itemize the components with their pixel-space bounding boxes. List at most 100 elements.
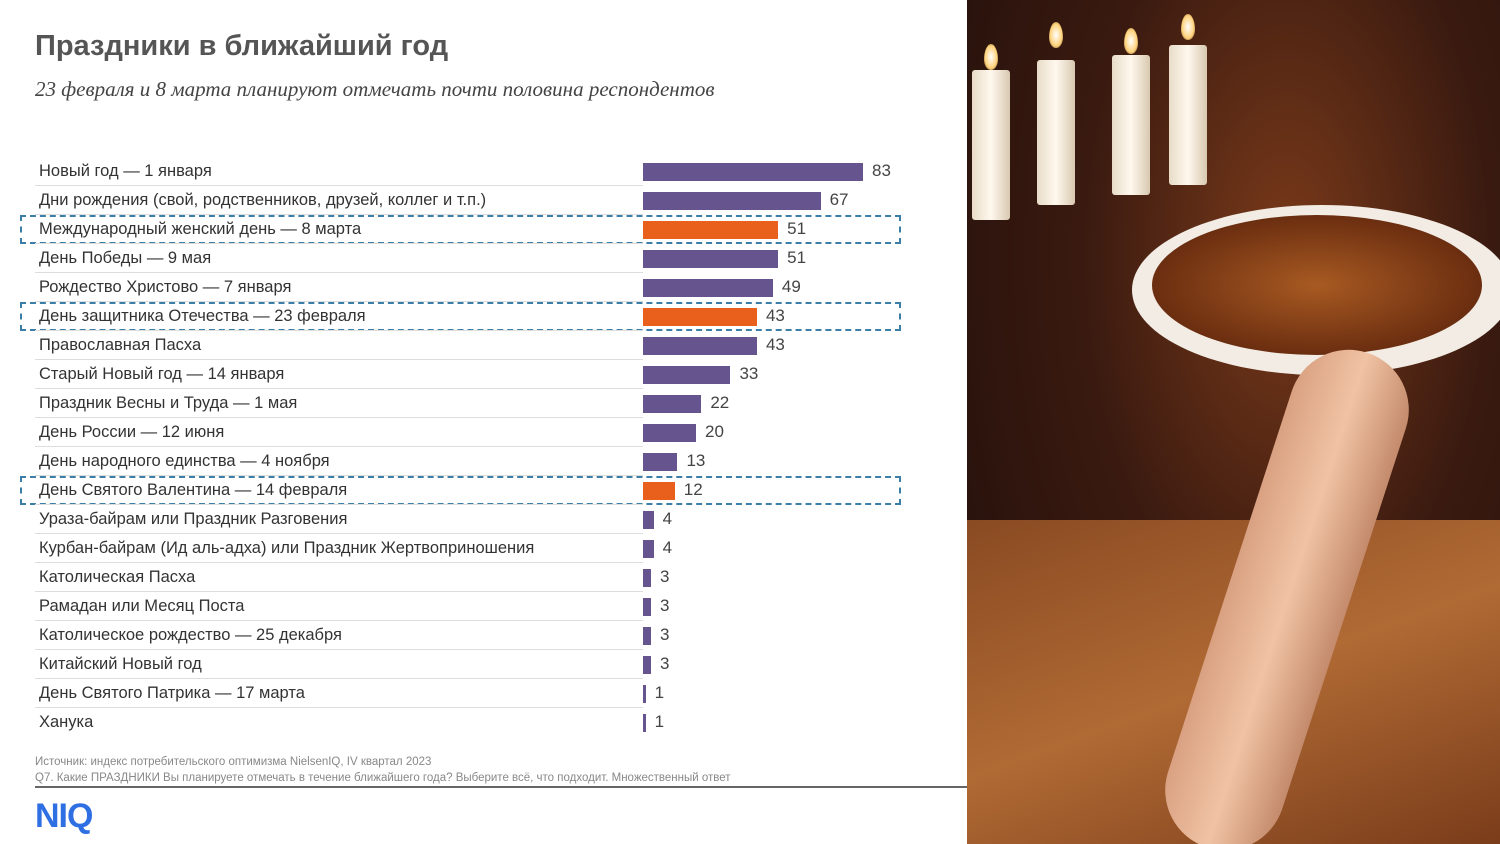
value-label: 4 (662, 538, 673, 557)
bar (643, 627, 651, 645)
row-divider (35, 678, 643, 679)
value-label: 3 (659, 596, 670, 615)
row-divider (35, 504, 643, 505)
row-divider (35, 301, 643, 302)
bar-row: Праздник Весны и Труда — 1 мая 22 (35, 389, 905, 418)
category-label: Католическое рождество — 25 декабря (39, 626, 342, 644)
bar-row: Ханука 1 (35, 708, 905, 737)
bar (643, 163, 863, 181)
bar-row: Китайский Новый год 3 (35, 650, 905, 679)
value-label: 1 (654, 683, 665, 702)
bar-row: День Победы — 9 мая 51 (35, 244, 905, 273)
flame (1181, 14, 1195, 40)
page-subtitle: 23 февраля и 8 марта планируют отмечать … (35, 77, 715, 101)
value-label: 51 (787, 219, 807, 238)
bar-row: День народного единства — 4 ноября 13 (35, 447, 905, 476)
category-label: Старый Новый год — 14 января (39, 365, 285, 383)
category-label: Рождество Христово — 7 января (39, 278, 292, 296)
bar (643, 250, 779, 268)
row-divider (35, 533, 643, 534)
bar-row: День Святого Патрика — 17 марта 1 (35, 679, 905, 708)
value-label: 33 (739, 364, 759, 383)
bar-row: День защитника Отечества — 23 февраля 43 (35, 302, 905, 331)
category-label: День защитника Отечества — 23 февраля (39, 307, 366, 325)
source-text: Источник: индекс потребительского оптими… (35, 756, 432, 768)
category-label: День народного единства — 4 ноября (39, 452, 330, 470)
row-divider (35, 272, 643, 273)
bar-row: Дни рождения (свой, родственников, друзе… (35, 186, 905, 215)
row-divider (35, 446, 643, 447)
category-label: Праздник Весны и Труда — 1 мая (39, 394, 298, 412)
bar-row: Католическое рождество — 25 декабря 3 (35, 621, 905, 650)
footer-divider (35, 786, 967, 788)
bar (643, 482, 675, 500)
row-divider (35, 214, 643, 215)
value-label: 43 (765, 306, 785, 325)
flame (1124, 28, 1138, 54)
value-label: 20 (705, 422, 724, 441)
category-label: Православная Пасха (39, 336, 202, 354)
question-text: Q7. Какие ПРАЗДНИКИ Вы планируете отмеча… (35, 771, 731, 784)
category-label: Ураза-байрам или Праздник Разговения (39, 510, 348, 528)
bar-row: День России — 12 июня 20 (35, 418, 905, 447)
holiday-photo (967, 0, 1500, 844)
row-divider (35, 649, 643, 650)
bar (643, 395, 702, 413)
bar-row: Католическая Пасха 3 (35, 563, 905, 592)
row-divider (35, 620, 643, 621)
bar (643, 337, 757, 355)
category-label: Международный женский день — 8 марта (39, 220, 362, 238)
bar (643, 540, 654, 558)
value-label: 49 (781, 277, 801, 296)
bar (643, 221, 779, 239)
bar-row: Новый год — 1 января 83 (35, 157, 905, 186)
bar (643, 511, 654, 529)
row-divider (35, 185, 643, 186)
value-label: 12 (683, 480, 703, 499)
row-divider (35, 562, 643, 563)
value-label: 22 (710, 393, 730, 412)
value-label: 1 (654, 712, 665, 731)
value-label: 4 (662, 509, 673, 528)
row-divider (35, 243, 643, 244)
category-label: День России — 12 июня (39, 423, 225, 441)
bar (643, 569, 651, 587)
category-label: День Святого Валентина — 14 февраля (39, 481, 348, 499)
value-label: 43 (765, 335, 785, 354)
category-label: Дни рождения (свой, родственников, друзе… (39, 191, 487, 209)
category-label: Курбан-байрам (Ид аль-адха) или Праздник… (39, 539, 535, 557)
value-label: 67 (829, 190, 849, 209)
flame (1049, 22, 1063, 48)
row-divider (35, 359, 643, 360)
bar-row: Рождество Христово — 7 января 49 (35, 273, 905, 302)
latkes (1152, 215, 1482, 355)
bar (643, 279, 773, 297)
candle (1037, 60, 1075, 205)
value-label: 51 (787, 248, 807, 267)
candle (972, 70, 1010, 220)
category-label: Ханука (39, 713, 94, 731)
page-title: Праздники в ближайший год (35, 30, 449, 62)
value-label: 13 (686, 451, 706, 470)
niq-logo: NIQ (35, 797, 93, 835)
row-divider (35, 591, 643, 592)
candle (1169, 45, 1207, 185)
category-label: День Победы — 9 мая (39, 249, 212, 267)
flame (984, 44, 998, 70)
category-label: День Святого Патрика — 17 марта (39, 684, 305, 702)
value-label: 3 (659, 625, 670, 644)
bar (643, 366, 731, 384)
category-label: Католическая Пасха (39, 568, 196, 586)
bar (643, 685, 646, 703)
bar-chart: Новый год — 1 января 83 Дни рождения (свой… (20, 157, 905, 737)
bar-row: Ураза-байрам или Праздник Разговения 4 (35, 505, 905, 534)
bar-row: Старый Новый год — 14 января 33 (35, 360, 905, 389)
value-label: 3 (659, 567, 670, 586)
bar (643, 192, 821, 210)
bar (643, 714, 646, 732)
row-divider (35, 330, 643, 331)
bar (643, 424, 696, 442)
bar-row: Курбан-байрам (Ид аль-адха) или Праздник… (35, 534, 905, 563)
category-label: Китайский Новый год (39, 655, 202, 673)
bar (643, 656, 651, 674)
